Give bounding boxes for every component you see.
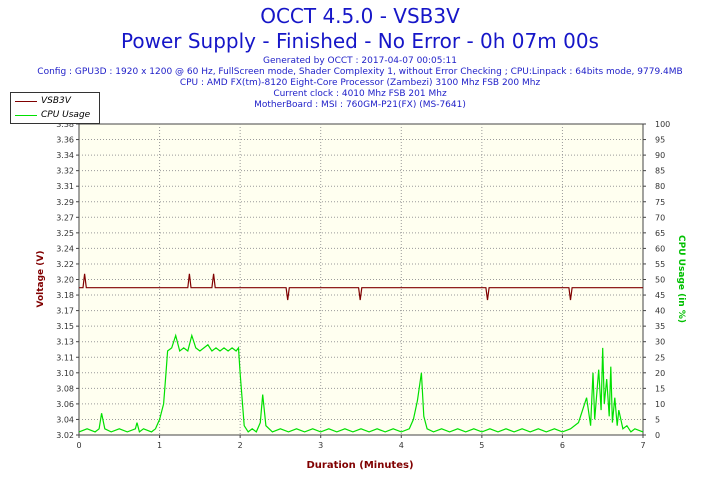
- y-tick-label: 3.36: [56, 136, 74, 145]
- y-tick-label: 3.02: [56, 431, 74, 440]
- x-tick-label: 5: [479, 441, 484, 450]
- y2-tick-label: 20: [655, 369, 665, 378]
- y2-tick-label: 50: [655, 276, 665, 285]
- info-motherboard: MotherBoard : MSI : 760GM-P21(FX) (MS-76…: [254, 100, 466, 110]
- y2-tick-label: 95: [655, 136, 665, 145]
- legend: VSB3V CPU Usage: [10, 92, 100, 124]
- x-axis-label: Duration (Minutes): [306, 460, 413, 471]
- chart-title: OCCT 4.5.0 - VSB3V: [260, 4, 460, 28]
- y-tick-label: 3.06: [56, 400, 74, 409]
- x-tick-label: 2: [238, 441, 243, 450]
- legend-item-cpu-usage: CPU Usage: [15, 109, 90, 121]
- x-tick-label: 1: [157, 441, 162, 450]
- chart-subtitle: Power Supply - Finished - No Error - 0h …: [121, 29, 599, 53]
- x-tick-label: 0: [76, 441, 81, 450]
- y-tick-label: 3.31: [56, 182, 74, 191]
- y-tick-label: 3.04: [56, 415, 74, 424]
- y2-tick-label: 40: [655, 307, 665, 316]
- legend-label-cpu-usage: CPU Usage: [41, 110, 91, 120]
- y2-tick-label: 35: [655, 322, 665, 331]
- y-tick-label: 3.24: [56, 244, 74, 253]
- y-axis-label: Voltage (V): [36, 251, 46, 308]
- y2-tick-label: 10: [655, 400, 665, 409]
- x-tick-label: 3: [318, 441, 323, 450]
- legend-item-vsb3v: VSB3V: [15, 95, 71, 107]
- y-tick-label: 3.27: [56, 213, 74, 222]
- info-cpu: CPU : AMD FX(tm)-8120 Eight-Core Process…: [179, 78, 541, 88]
- legend-swatch-cpu-usage: [15, 114, 37, 116]
- legend-swatch-vsb3v: [15, 100, 37, 102]
- y-tick-label: 3.38: [56, 120, 74, 129]
- y2-tick-label: 15: [655, 384, 665, 393]
- series-line-vsb3v: [79, 273, 643, 301]
- y-tick-label: 3.29: [56, 198, 74, 207]
- y-tick-label: 3.17: [56, 307, 74, 316]
- y-tick-label: 3.15: [56, 322, 74, 331]
- y-tick-label: 3.20: [56, 276, 74, 285]
- y-tick-label: 3.11: [56, 353, 74, 362]
- y2-tick-label: 100: [655, 120, 670, 129]
- info-generated: Generated by OCCT : 2017-04-07 00:05:11: [263, 56, 457, 66]
- y-tick-label: 3.22: [56, 260, 74, 269]
- x-tick-label: 7: [640, 441, 645, 450]
- info-config: Config : GPU3D : 1920 x 1200 @ 60 Hz, Fu…: [37, 67, 683, 77]
- x-tick-label: 6: [560, 441, 565, 450]
- info-clock: Current clock : 4010 Mhz FSB 201 Mhz: [273, 89, 447, 99]
- y2-tick-label: 30: [655, 338, 665, 347]
- y2-tick-label: 80: [655, 182, 665, 191]
- y2-tick-label: 70: [655, 213, 665, 222]
- y2-tick-label: 75: [655, 198, 665, 207]
- y2-tick-label: 90: [655, 151, 665, 160]
- y2-axis-label: CPU Usage (in %): [676, 235, 686, 323]
- y2-tick-label: 55: [655, 260, 665, 269]
- y-tick-label: 3.13: [56, 338, 74, 347]
- y-tick-label: 3.08: [56, 384, 74, 393]
- y2-tick-label: 25: [655, 353, 665, 362]
- y-tick-label: 3.34: [56, 151, 74, 160]
- y-tick-label: 3.32: [56, 167, 74, 176]
- y2-tick-label: 5: [655, 415, 660, 424]
- y2-tick-label: 60: [655, 244, 665, 253]
- series-line-cpu-usage: [78, 333, 644, 433]
- y-tick-label: 3.18: [56, 291, 74, 300]
- legend-label-vsb3v: VSB3V: [41, 96, 71, 106]
- y2-tick-label: 45: [655, 291, 665, 300]
- y-tick-label: 3.10: [56, 369, 74, 378]
- y2-tick-label: 0: [655, 431, 660, 440]
- y-tick-label: 3.25: [56, 229, 74, 238]
- y2-tick-label: 85: [655, 167, 665, 176]
- y2-tick-label: 65: [655, 229, 665, 238]
- x-tick-label: 4: [399, 441, 404, 450]
